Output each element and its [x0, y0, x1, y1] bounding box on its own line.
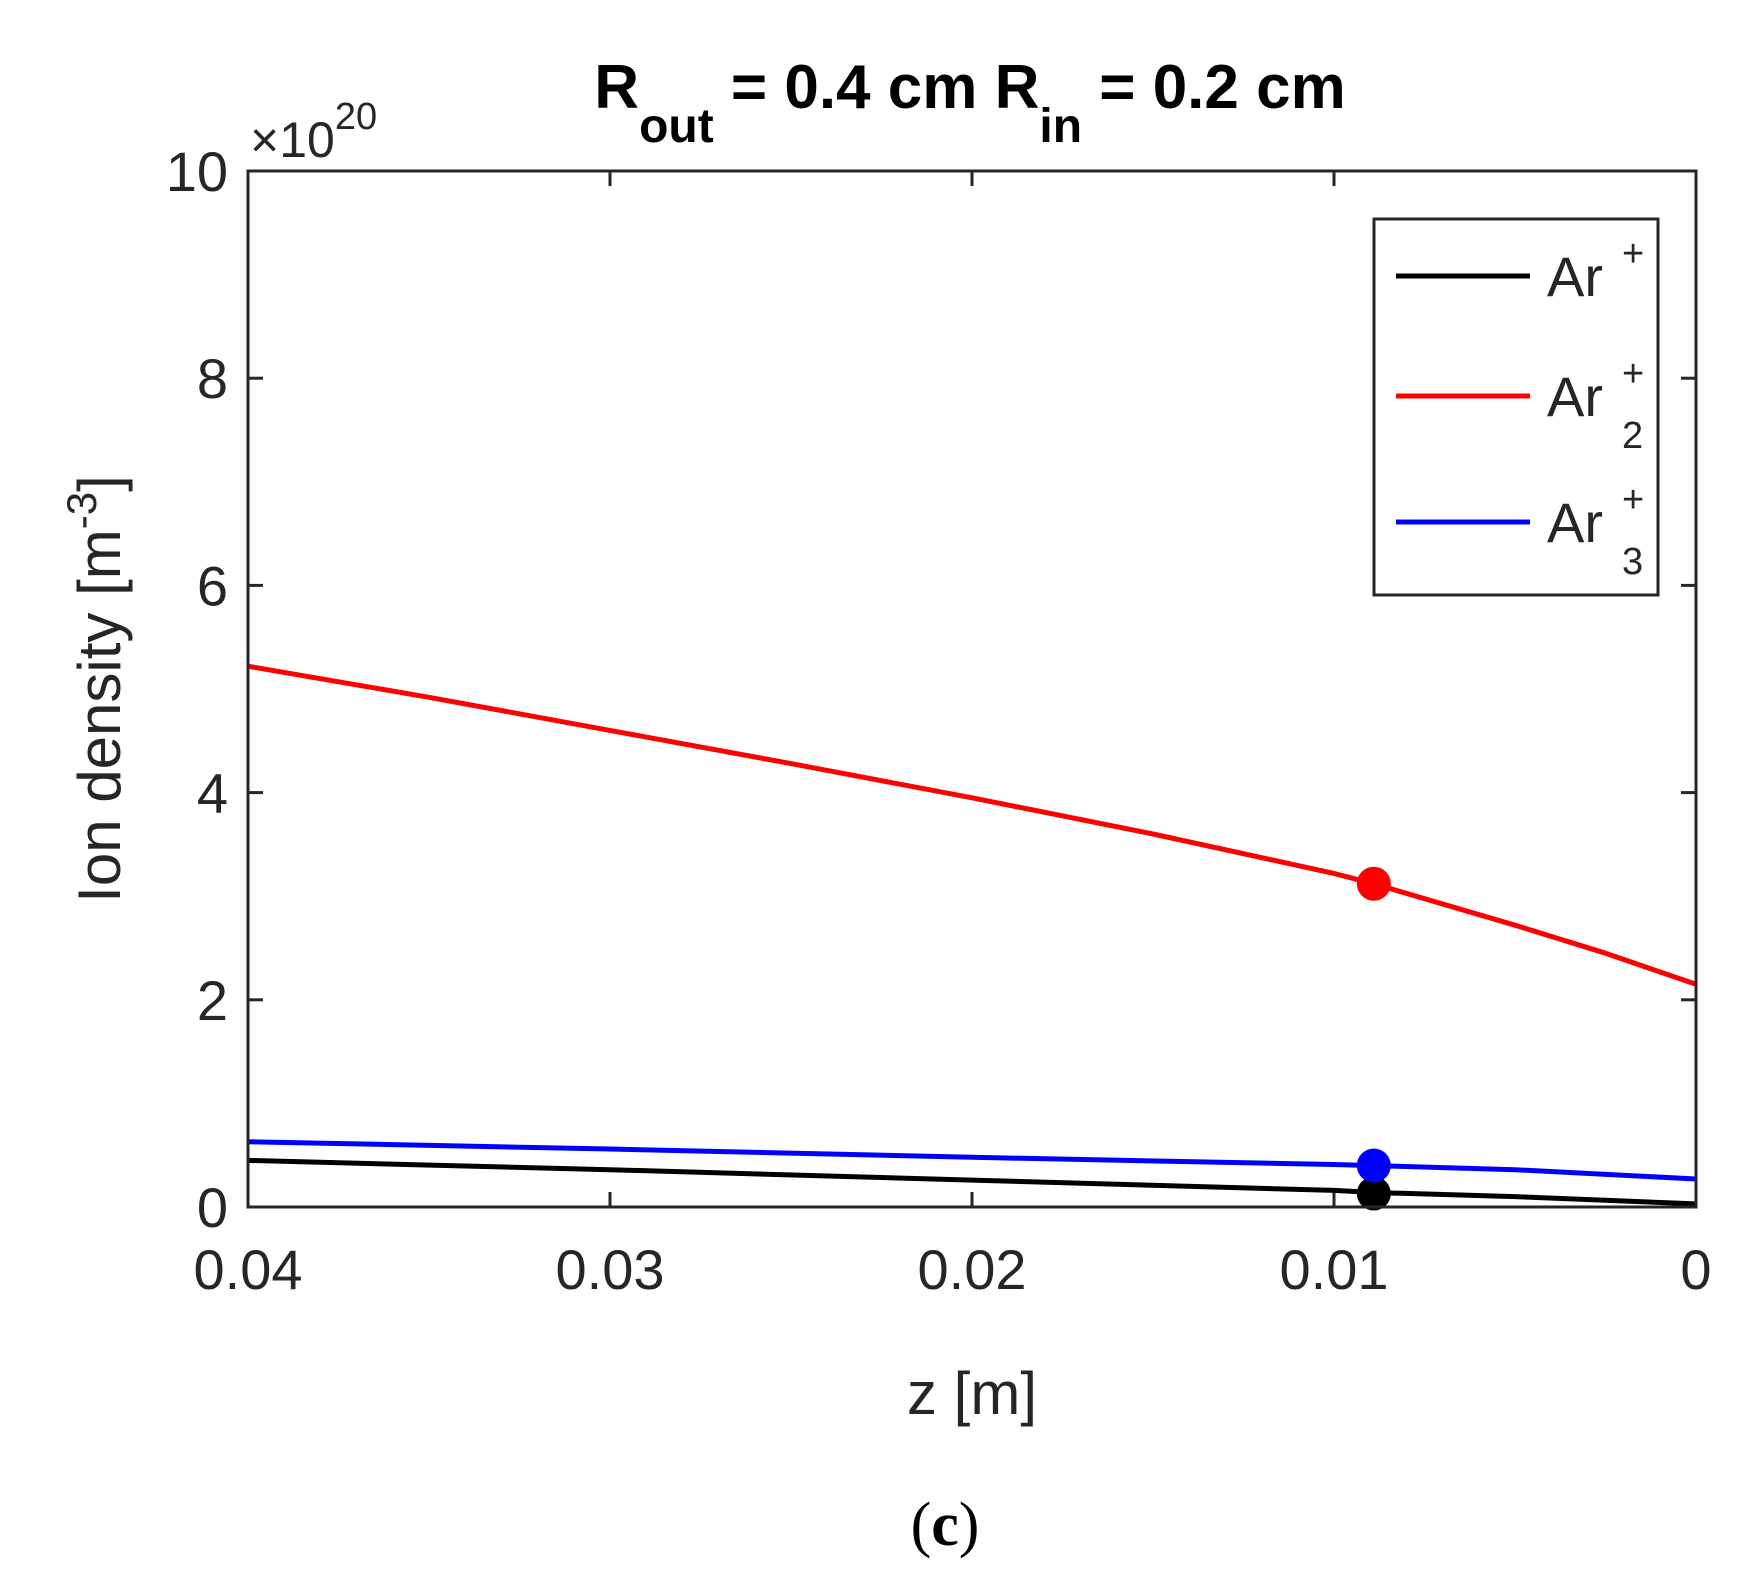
title-part-4: = 0.2 cm	[1082, 53, 1346, 122]
caption-letter: c	[931, 1491, 959, 1559]
title-part-0: R	[594, 53, 639, 122]
figure-caption: (c)	[911, 1491, 980, 1559]
legend-label-base: Ar	[1547, 491, 1603, 554]
series-marker-ar2-	[1356, 866, 1391, 901]
y-axis-label: Ion density [m-3]	[58, 475, 133, 903]
axes-box	[246, 169, 1698, 1209]
y-axis-label-close: ]	[66, 475, 133, 492]
legend-label-base: Ar	[1547, 365, 1603, 428]
axis-exponent-power: 20	[335, 96, 377, 138]
legend: Ar + Ar +2 Ar +3	[1372, 217, 1660, 597]
title-part-1: out	[639, 100, 714, 153]
legend-label-base: Ar	[1547, 245, 1603, 308]
title-part-2: = 0.4 cm R	[714, 53, 1040, 122]
legend-label-sub: 3	[1622, 541, 1643, 583]
legend-label-ar-: Ar +	[1547, 233, 1644, 308]
series-marker-ar-	[1356, 1176, 1391, 1211]
y-tick-label: 10	[166, 140, 228, 203]
series-marker-ar3-	[1356, 1148, 1391, 1183]
axis-exponent-prefix: ×10	[250, 112, 335, 168]
plot-layer: 0.04 0.03 0.02 0.01 0 0 2 4 6 8 10	[166, 140, 1712, 1301]
y-axis-label-sup: -3	[58, 492, 105, 529]
title-part-3: in	[1039, 100, 1082, 153]
y-tick-label: 8	[197, 347, 228, 410]
y-tick-label: 4	[197, 762, 228, 825]
series-line-ar2-	[247, 663, 1697, 987]
legend-label-ar2-: Ar +2	[1547, 353, 1644, 457]
x-tick-label: 0.01	[1280, 1238, 1389, 1301]
y-axis-label-base: Ion density [m	[66, 529, 133, 903]
x-tick-label: 0.04	[194, 1238, 303, 1301]
y-tick-label: 6	[197, 554, 228, 617]
x-tick-label: 0.03	[556, 1238, 665, 1301]
axis-exponent: ×1020	[250, 96, 377, 168]
caption-close: )	[959, 1491, 980, 1559]
y-tick-label: 0	[197, 1176, 228, 1239]
legend-label-sub: 2	[1622, 415, 1643, 457]
x-axis-label: z [m]	[907, 1360, 1037, 1427]
series-line-ar-	[247, 1157, 1697, 1207]
legend-label-sup: +	[1622, 233, 1644, 275]
legend-label-sup: +	[1622, 479, 1644, 521]
legend-label-sup: +	[1622, 353, 1644, 395]
legend-box	[1372, 217, 1660, 597]
chart-title: Rout = 0.4 cm Rin = 0.2 cm	[594, 53, 1345, 153]
series-line-ar3-	[247, 1139, 1697, 1182]
x-tick-label: 0.02	[918, 1238, 1027, 1301]
caption-open: (	[911, 1491, 932, 1559]
legend-label-ar3-: Ar +3	[1547, 479, 1644, 583]
y-tick-label: 2	[197, 969, 228, 1032]
x-tick-label: 0	[1680, 1238, 1711, 1301]
